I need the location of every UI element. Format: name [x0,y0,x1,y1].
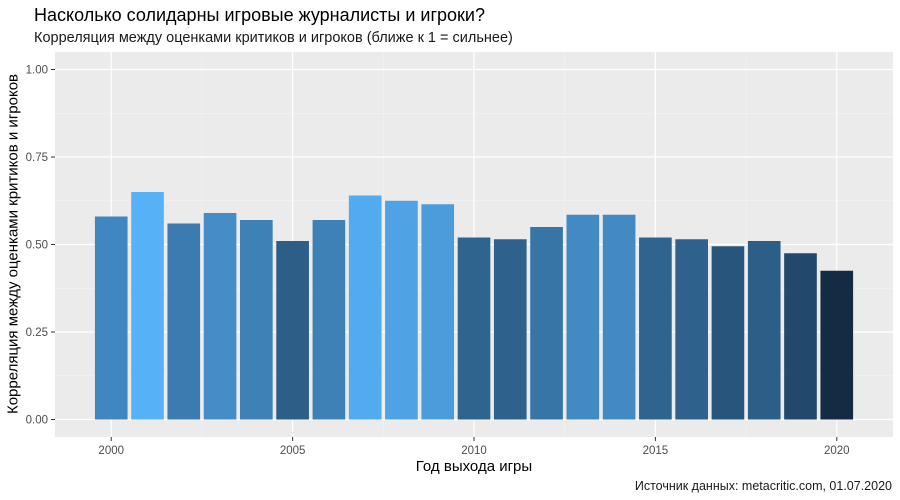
bar-2005 [276,241,309,420]
y-tick-label: 0.25 [26,327,48,339]
bar-2009 [421,204,455,420]
y-tick-label: 0.50 [26,240,48,252]
bar-2007 [348,195,382,420]
bar-2006 [312,220,346,420]
bar-2016 [675,239,708,420]
bar-2003 [203,213,237,420]
x-tick-label: 2010 [461,445,487,457]
x-tick-label: 2005 [280,445,306,457]
bar-2001 [131,192,164,420]
bar-2010 [457,237,491,420]
bar-2011 [493,239,527,420]
bar-2018 [747,241,781,420]
bar-2000 [94,216,128,420]
bar-2020 [820,270,854,420]
bar-2014 [602,214,636,420]
y-tick-label: 0.00 [26,415,48,427]
bar-2013 [566,214,600,420]
x-tick-label: 2015 [643,445,669,457]
x-axis-label: Год выхода игры [415,458,533,475]
chart-subtitle: Корреляция между оценками критиков и игр… [34,30,513,46]
bar-2002 [167,223,201,420]
chart-title: Насколько солидарны игровые журналисты и… [34,5,485,25]
x-tick-label: 2020 [824,445,850,457]
y-tick-label: 1.00 [26,65,48,77]
x-tick-label: 2000 [98,445,124,457]
chart-caption: Источник данных: metacritic.com, 01.07.2… [634,479,892,493]
bar-2015 [639,237,672,420]
bar-2008 [385,200,418,420]
y-tick-label: 0.75 [26,152,48,164]
bar-2019 [784,253,817,420]
bar-2004 [240,220,273,420]
bar-2012 [530,227,563,420]
bar-2017 [711,246,745,420]
